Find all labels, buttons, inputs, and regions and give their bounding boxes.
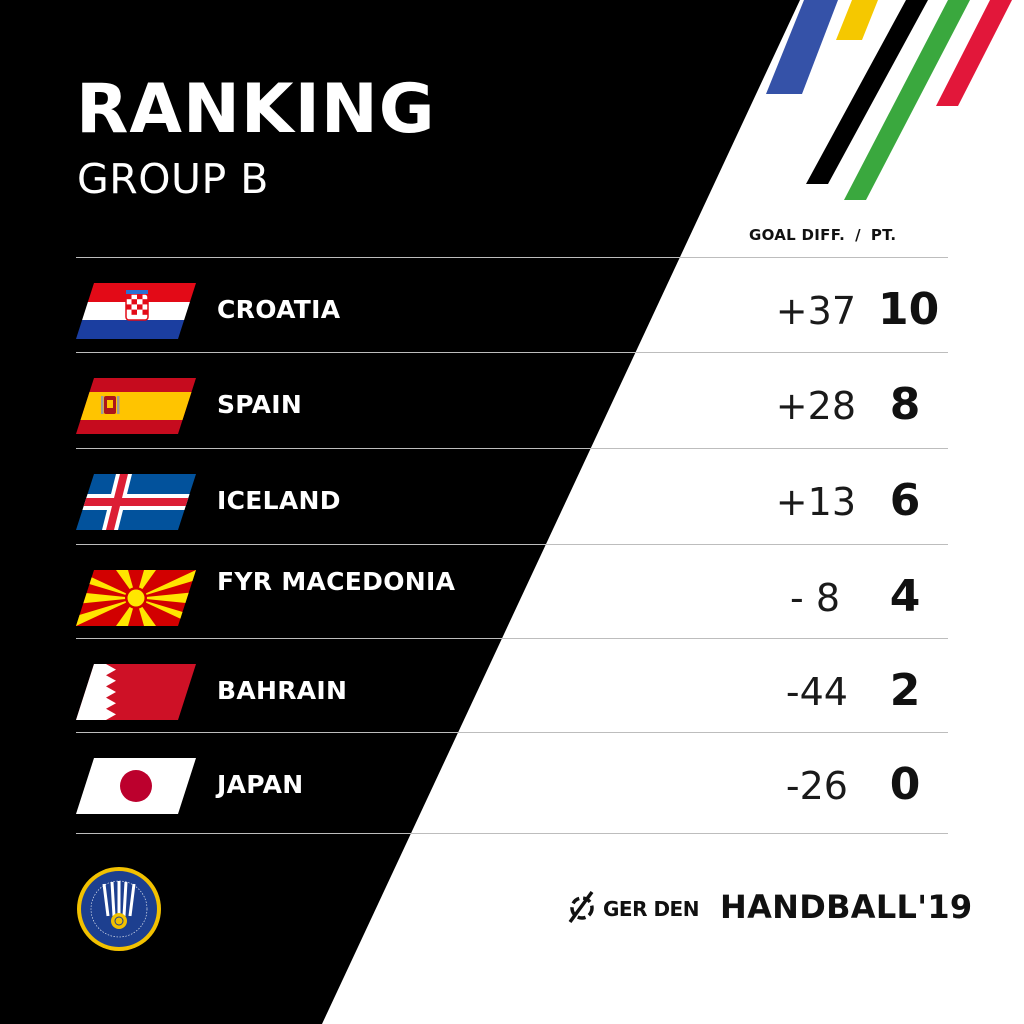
goal-difference: - 8 [790,576,840,620]
row-divider [76,544,948,545]
group-subtitle: GROUP B [77,155,269,203]
goal-difference: +28 [775,384,856,428]
standings-row: CROATIA +37 10 [0,259,1024,353]
row-divider [76,638,948,639]
stripe-red [936,0,1012,106]
stripe-green [844,0,970,200]
row-divider [76,448,948,449]
points-value: 2 [889,665,921,716]
dark-panel [0,0,800,1024]
points-value: 0 [889,759,921,810]
points-value: 6 [889,475,921,526]
team-name: JAPAN [217,770,304,799]
row-divider [76,732,948,733]
points-value: 10 [878,284,940,335]
goal-difference: -44 [785,670,848,714]
page-title: RANKING [76,70,436,149]
row-divider [76,833,948,834]
bahrain-flag-icon [76,664,196,720]
column-separator: / [855,226,861,244]
team-name: FYR MACEDONIA [217,567,456,596]
standings-row: ICELAND +13 6 [0,450,1024,544]
standings-row: FYR MACEDONIA - 8 4 [0,546,1024,640]
team-name: SPAIN [217,390,303,419]
column-headers: GOAL DIFF. / PT. [749,224,896,246]
points-value: 8 [889,379,921,430]
standings-row: SPAIN +28 8 [0,354,1024,448]
standings-row: JAPAN -26 0 [0,734,1024,828]
points-header: PT. [870,226,897,244]
spain-flag-icon [76,378,196,434]
japan-flag-icon [76,758,196,814]
goal-difference: +37 [775,289,856,333]
stripe-blue [766,0,838,94]
points-value: 4 [889,571,921,622]
tournament-title: HANDBALL'19 [720,888,973,926]
macedonia-flag-icon [76,570,196,626]
host-countries-mark: GER DEN [603,897,699,921]
goal-difference: +13 [775,480,856,524]
stripe-yellow [836,0,878,40]
stripe-black [806,0,928,184]
goal-difference: -26 [785,764,848,808]
handball-swirl-icon [568,890,594,924]
goal-diff-header: GOAL DIFF. [749,226,846,244]
croatia-flag-icon [76,283,196,339]
row-divider [76,257,948,258]
team-name: BAHRAIN [217,676,348,705]
iceland-flag-icon [76,474,196,530]
team-name: ICELAND [217,486,341,515]
row-divider [76,352,948,353]
team-name: CROATIA [217,295,341,324]
ihf-logo-icon [77,867,161,951]
standings-row: BAHRAIN -44 2 [0,640,1024,734]
